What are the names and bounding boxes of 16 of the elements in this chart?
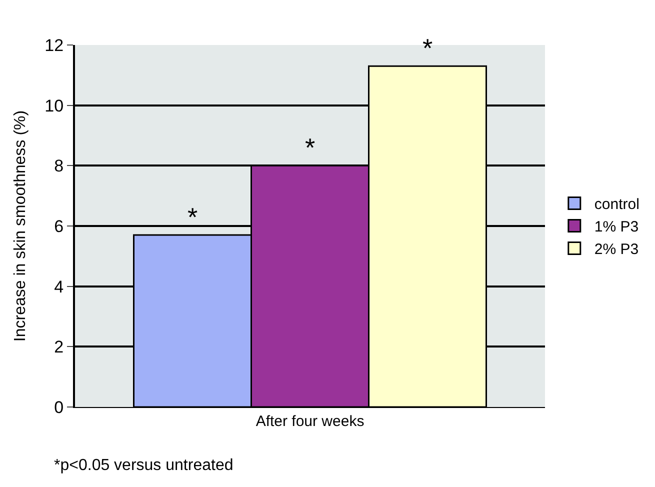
legend-label: control <box>594 196 640 214</box>
legend-label: 2% P3 <box>594 241 639 258</box>
y-tick-label: 10 <box>44 96 64 116</box>
y-axis-title: Increase in skin smoothness (%) <box>12 110 30 342</box>
y-tick-label: 4 <box>54 277 64 296</box>
y-tick-label: 8 <box>54 156 64 176</box>
y-tick-label: 2 <box>54 338 64 357</box>
y-tick-label: 6 <box>54 216 64 236</box>
text: *p<0.05 versus untreated <box>54 457 234 474</box>
data-label: * <box>304 132 316 163</box>
data-label: * <box>187 202 198 232</box>
y-tick-label: 0 <box>54 398 64 417</box>
y-tick-label: 12 <box>44 36 64 55</box>
legend-label: 1% P3 <box>594 218 639 236</box>
x-tick-label: After four weeks <box>256 413 364 430</box>
data-label: * <box>422 33 433 64</box>
